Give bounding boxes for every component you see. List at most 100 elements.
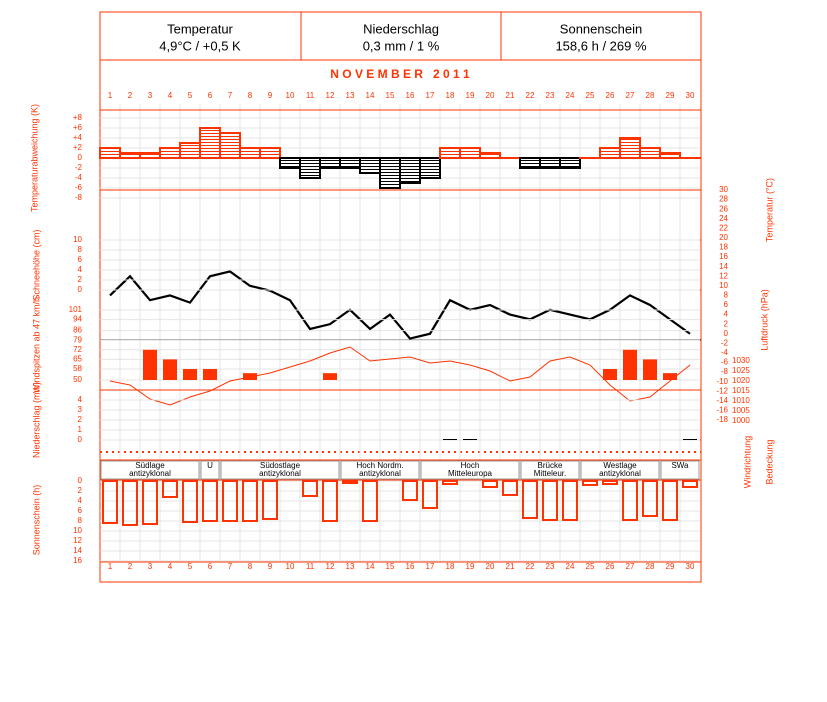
bar xyxy=(203,369,217,380)
day-label: 20 xyxy=(486,91,495,100)
weather-type-box xyxy=(520,460,580,480)
y-tick-label: -12 xyxy=(716,386,728,395)
y-tick-label: -8 xyxy=(75,193,83,202)
y-tick-label: 26 xyxy=(719,204,728,213)
day-label: 7 xyxy=(228,91,233,100)
anomaly-bar xyxy=(239,147,261,159)
day-label: 1 xyxy=(108,562,113,571)
day-label: 30 xyxy=(686,91,695,100)
y-tick-label: -14 xyxy=(716,396,728,405)
y-tick-label: -2 xyxy=(75,163,83,172)
y-tick-label: 1 xyxy=(78,425,83,434)
y-tick-label: 2 xyxy=(724,319,729,328)
row-label: Bedeckung xyxy=(764,439,774,484)
y-tick-label: 4 xyxy=(78,395,83,404)
y-tick-label: 30 xyxy=(719,185,728,194)
anomaly-bar xyxy=(459,147,481,159)
y-tick-label: 72 xyxy=(73,345,82,354)
weather-type-label: antizyklonal xyxy=(129,469,171,478)
y-tick-label: 10 xyxy=(73,235,82,244)
y-tick-label: 6 xyxy=(724,300,729,309)
day-label: 29 xyxy=(666,91,675,100)
anomaly-bar xyxy=(599,147,621,159)
weather-type-box xyxy=(100,460,200,480)
day-label: 30 xyxy=(686,562,695,571)
bar xyxy=(603,369,617,380)
bar xyxy=(142,480,158,525)
y-tick-label: 1030 xyxy=(732,356,750,365)
y-axis-label: Niederschlag (mm) xyxy=(31,382,41,458)
day-label: 11 xyxy=(306,562,315,571)
bar xyxy=(422,480,438,509)
bar xyxy=(482,480,498,488)
y-tick-label: 58 xyxy=(73,364,82,373)
anomaly-bar xyxy=(539,157,561,169)
day-label: 12 xyxy=(326,562,335,571)
day-label: 6 xyxy=(208,562,213,571)
y-tick-label: 2 xyxy=(78,275,83,284)
day-label: 25 xyxy=(586,562,595,571)
bar xyxy=(342,480,358,484)
anomaly-bar xyxy=(119,152,141,159)
bar xyxy=(442,480,458,485)
anomaly-bar xyxy=(659,152,681,159)
day-label: 12 xyxy=(326,91,335,100)
bar xyxy=(622,480,638,521)
y-tick-label: -8 xyxy=(721,367,729,376)
header-value: 4,9°C / +0,5 K xyxy=(159,38,241,53)
bar xyxy=(402,480,418,501)
bar xyxy=(662,480,678,521)
data-line xyxy=(109,346,691,406)
y-tick-label: 86 xyxy=(73,326,82,335)
bar xyxy=(602,480,618,485)
day-label: 26 xyxy=(606,91,615,100)
row-label: Windrichtung xyxy=(742,436,752,489)
y-tick-label: -6 xyxy=(721,358,729,367)
day-label: 9 xyxy=(268,562,273,571)
day-label: 1 xyxy=(108,91,113,100)
y-tick-label: 0 xyxy=(78,435,83,444)
y-axis-label: Temperaturabweichung (K) xyxy=(29,104,39,212)
day-label: 4 xyxy=(168,562,173,571)
bar xyxy=(562,480,578,521)
day-label: 17 xyxy=(426,562,435,571)
bar xyxy=(663,373,677,380)
anomaly-bar xyxy=(639,147,661,159)
y-tick-label: -10 xyxy=(716,377,728,386)
day-label: 23 xyxy=(546,562,555,571)
y-tick-label: 1005 xyxy=(732,406,750,415)
y-tick-label: -18 xyxy=(716,415,728,424)
day-label: 26 xyxy=(606,562,615,571)
anomaly-bar xyxy=(559,157,581,169)
header-title: Temperatur xyxy=(167,21,233,36)
y-tick-label: 0 xyxy=(78,153,83,162)
day-label: 24 xyxy=(566,562,575,571)
y-tick-label: 1025 xyxy=(732,366,750,375)
anomaly-bar xyxy=(619,137,641,159)
bar xyxy=(262,480,278,520)
weather-type-label: Südlage xyxy=(135,461,165,470)
day-label: 23 xyxy=(546,91,555,100)
y-tick-label: 94 xyxy=(73,315,82,324)
day-label: 7 xyxy=(228,562,233,571)
day-label: 27 xyxy=(626,91,635,100)
day-label: 21 xyxy=(506,91,515,100)
day-label: 14 xyxy=(366,562,375,571)
bar xyxy=(182,480,198,523)
day-label: 28 xyxy=(646,562,655,571)
bar xyxy=(302,480,318,497)
day-label: 3 xyxy=(148,91,153,100)
weather-type-label: Westlage xyxy=(603,461,637,470)
y-tick-label: 22 xyxy=(719,223,728,232)
weather-type-box xyxy=(420,460,520,480)
day-label: 2 xyxy=(128,91,133,100)
bar xyxy=(202,480,218,522)
day-label: 19 xyxy=(466,562,475,571)
weather-type-box xyxy=(660,460,700,480)
header-title: Sonnenschein xyxy=(560,21,642,36)
y-axis-label: Sonnenschein (h) xyxy=(31,485,41,556)
y-tick-label: 24 xyxy=(719,214,728,223)
day-label: 13 xyxy=(346,91,355,100)
bar xyxy=(683,439,697,440)
anomaly-bar xyxy=(299,157,321,179)
